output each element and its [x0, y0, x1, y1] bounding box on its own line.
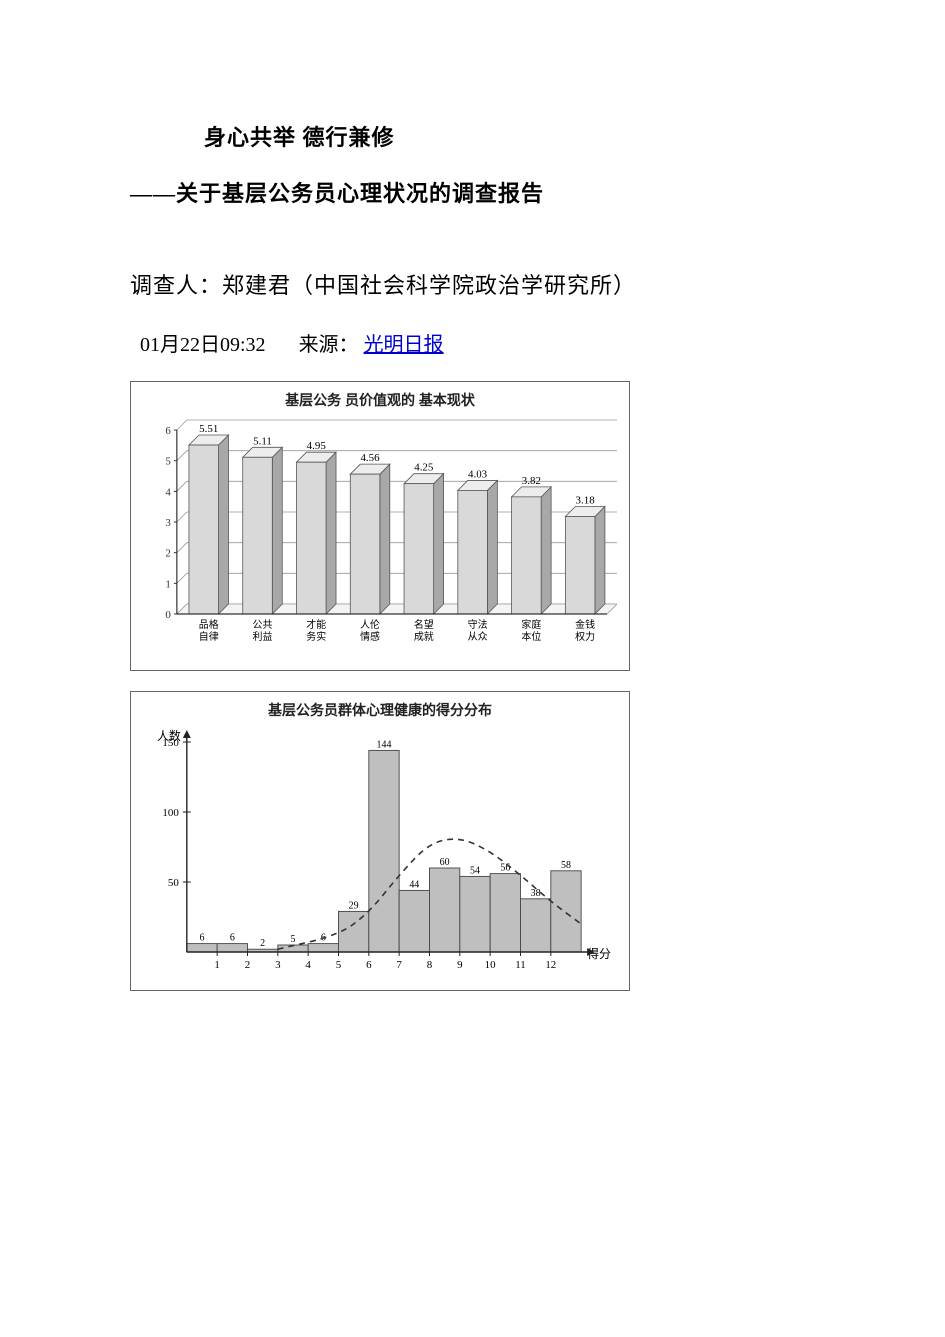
- source-link[interactable]: 光明日报: [364, 334, 444, 356]
- svg-text:人数: 人数: [157, 728, 181, 743]
- publish-date: 01月22日09:32: [140, 334, 266, 356]
- svg-text:4.95: 4.95: [307, 440, 327, 452]
- svg-text:本位: 本位: [521, 630, 541, 643]
- svg-text:54: 54: [470, 865, 480, 876]
- chart2-title: 基层公务员群体心理健康的得分分布: [143, 700, 617, 720]
- title-line1: 身心共举 德行兼修: [204, 120, 815, 152]
- svg-text:4.56: 4.56: [360, 452, 380, 464]
- svg-text:4: 4: [165, 486, 171, 498]
- svg-text:5: 5: [165, 456, 171, 468]
- svg-text:公共: 公共: [253, 619, 273, 631]
- svg-text:4.03: 4.03: [468, 468, 488, 480]
- svg-text:56: 56: [500, 863, 510, 874]
- svg-text:4.25: 4.25: [414, 462, 434, 474]
- svg-text:3: 3: [275, 959, 281, 971]
- chart1-title: 基层公务 员价值观的 基本现状: [143, 390, 617, 410]
- svg-text:成就: 成就: [414, 630, 434, 643]
- svg-text:名望: 名望: [414, 618, 434, 631]
- svg-text:4: 4: [305, 959, 311, 971]
- svg-text:3.82: 3.82: [522, 475, 541, 487]
- svg-text:3.18: 3.18: [576, 494, 596, 506]
- svg-text:2: 2: [165, 548, 170, 560]
- chart2-frame: 基层公务员群体心理健康的得分分布 50100150人数6625629144446…: [130, 691, 630, 991]
- svg-text:5.51: 5.51: [199, 423, 218, 435]
- svg-text:1: 1: [165, 578, 170, 590]
- svg-text:8: 8: [427, 959, 433, 971]
- chart2-plot: 50100150人数662562914444605456385812345678…: [143, 724, 617, 980]
- svg-text:从众: 从众: [468, 631, 488, 643]
- svg-text:144: 144: [377, 739, 392, 750]
- author-line: 调查人：郑建君（中国社会科学院政治学研究所）: [130, 268, 815, 300]
- title-line2: ——关于基层公务员心理状况的调查报告: [130, 176, 815, 208]
- svg-text:60: 60: [440, 857, 450, 868]
- meta-line: 01月22日09:32 来源： 光明日报: [140, 328, 815, 357]
- svg-text:6: 6: [165, 425, 171, 437]
- svg-text:0: 0: [165, 609, 171, 621]
- svg-text:7: 7: [396, 959, 402, 971]
- chart2-svg: 50100150人数662562914444605456385812345678…: [143, 724, 617, 980]
- svg-text:5: 5: [290, 934, 295, 945]
- svg-text:6: 6: [230, 933, 235, 944]
- svg-text:5.11: 5.11: [253, 435, 272, 447]
- svg-text:2: 2: [245, 959, 250, 971]
- svg-text:38: 38: [531, 888, 541, 899]
- svg-text:2: 2: [260, 938, 265, 949]
- svg-text:9: 9: [457, 959, 463, 971]
- svg-text:金钱: 金钱: [575, 618, 595, 631]
- svg-text:权力: 权力: [575, 630, 595, 643]
- svg-text:3: 3: [165, 517, 171, 529]
- svg-text:5: 5: [336, 959, 342, 971]
- svg-text:利益: 利益: [253, 630, 273, 643]
- svg-text:6: 6: [199, 933, 204, 944]
- chart1-svg: 0 1 2 3 4 5 6 5.51 品格自律 5.11 公共利益 4.95 才能务实 4.56 人伦情感 4…: [143, 416, 617, 656]
- source-label: 来源：: [299, 334, 359, 356]
- svg-text:50: 50: [168, 877, 179, 889]
- svg-text:守法: 守法: [468, 618, 488, 631]
- svg-text:12: 12: [545, 959, 556, 971]
- svg-text:100: 100: [162, 807, 179, 819]
- svg-text:自律: 自律: [199, 630, 219, 643]
- chart1-plot: 0 1 2 3 4 5 6 5.51 品格自律 5.11 公共利益 4.95 才能务实 4.56 人伦情感 4…: [143, 416, 617, 656]
- chart1-frame: 基层公务 员价值观的 基本现状 0 1 2 3 4 5 6 5.51 品格自律 5.11 公共利益 4…: [130, 381, 630, 671]
- svg-text:才能: 才能: [306, 618, 326, 631]
- svg-text:务实: 务实: [306, 630, 326, 643]
- svg-text:1: 1: [214, 959, 219, 971]
- svg-text:11: 11: [515, 959, 526, 971]
- svg-text:6: 6: [366, 959, 372, 971]
- svg-text:人伦: 人伦: [360, 618, 380, 631]
- svg-text:58: 58: [561, 860, 571, 871]
- svg-text:品格: 品格: [199, 618, 219, 631]
- svg-text:44: 44: [409, 879, 419, 890]
- svg-text:29: 29: [349, 900, 359, 911]
- svg-text:10: 10: [485, 959, 496, 971]
- svg-text:家庭: 家庭: [521, 618, 541, 631]
- svg-text:情感: 情感: [360, 630, 380, 643]
